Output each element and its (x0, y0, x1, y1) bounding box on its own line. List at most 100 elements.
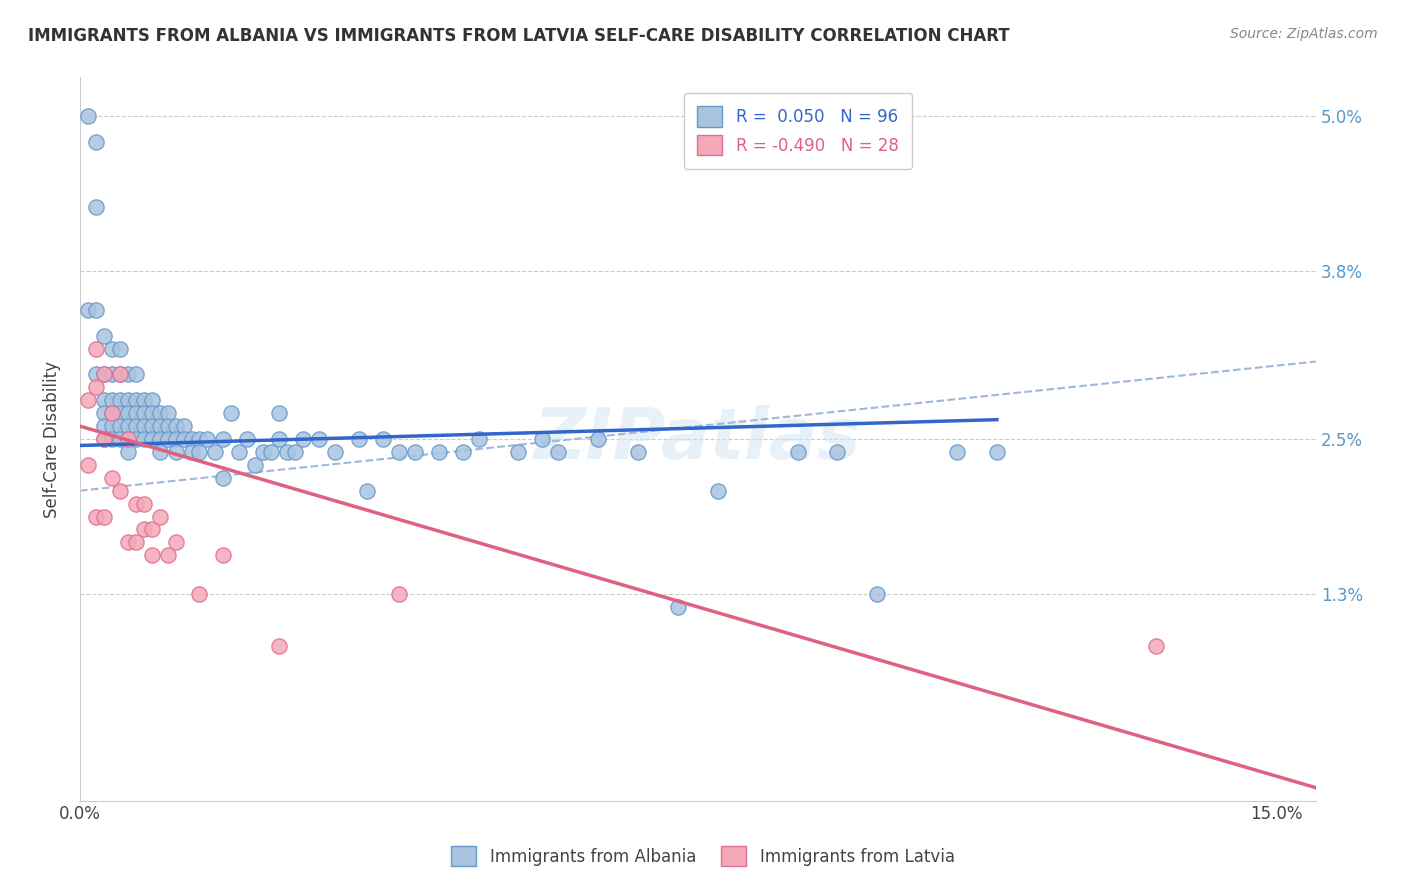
Point (404, 445, 426, 459)
Point (100, 432, 122, 446)
Point (786, 445, 808, 459)
Point (149, 509, 172, 524)
Point (108, 419, 131, 434)
Point (93, 432, 115, 446)
Point (188, 445, 211, 459)
Point (84, 302, 107, 317)
Point (180, 445, 202, 459)
Point (276, 445, 298, 459)
Point (117, 419, 139, 434)
Point (93, 368, 115, 382)
Point (173, 432, 195, 446)
Point (125, 393, 148, 408)
Legend: R =  0.050   N = 96, R = -0.490   N = 28: R = 0.050 N = 96, R = -0.490 N = 28 (685, 93, 912, 169)
Point (156, 432, 179, 446)
Point (132, 393, 155, 408)
Point (117, 406, 139, 420)
Point (117, 393, 139, 408)
Point (93, 432, 115, 446)
Point (269, 406, 291, 420)
Point (165, 419, 187, 434)
Point (93, 393, 115, 408)
Point (93, 419, 115, 434)
Point (108, 342, 131, 356)
Point (84, 200, 107, 214)
Legend: Immigrants from Albania, Immigrants from Latvia: Immigrants from Albania, Immigrants from… (443, 838, 963, 875)
Point (125, 535, 148, 549)
Point (108, 432, 131, 446)
Point (308, 432, 330, 446)
Point (427, 445, 450, 459)
Point (132, 406, 155, 420)
Point (141, 406, 163, 420)
Point (125, 368, 148, 382)
Point (117, 432, 139, 446)
Y-axis label: Self-Care Disability: Self-Care Disability (44, 360, 60, 517)
Point (141, 523, 163, 537)
Point (165, 432, 187, 446)
Point (108, 368, 131, 382)
Point (156, 419, 179, 434)
Point (84, 368, 107, 382)
Point (76, 458, 98, 472)
Point (946, 445, 969, 459)
Point (228, 445, 250, 459)
Point (197, 432, 219, 446)
Point (547, 445, 569, 459)
Point (100, 342, 122, 356)
Point (93, 406, 115, 420)
Point (141, 432, 163, 446)
Point (1144, 639, 1167, 653)
Point (93, 368, 115, 382)
Point (269, 432, 291, 446)
Point (93, 328, 115, 343)
Point (323, 445, 346, 459)
Text: Source: ZipAtlas.com: Source: ZipAtlas.com (1230, 27, 1378, 41)
Point (165, 535, 187, 549)
Point (204, 445, 226, 459)
Point (141, 393, 163, 408)
Point (132, 419, 155, 434)
Point (866, 587, 889, 601)
Point (252, 445, 274, 459)
Point (508, 445, 530, 459)
Point (149, 432, 172, 446)
Text: IMMIGRANTS FROM ALBANIA VS IMMIGRANTS FROM LATVIA SELF-CARE DISABILITY CORRELATI: IMMIGRANTS FROM ALBANIA VS IMMIGRANTS FR… (28, 27, 1010, 45)
Point (93, 509, 115, 524)
Point (76, 109, 98, 123)
Point (666, 599, 689, 614)
Point (125, 497, 148, 511)
Point (117, 535, 139, 549)
Point (467, 432, 489, 446)
Point (100, 393, 122, 408)
Point (132, 523, 155, 537)
Point (100, 406, 122, 420)
Point (125, 406, 148, 420)
Point (269, 639, 291, 653)
Point (125, 432, 148, 446)
Point (108, 393, 131, 408)
Point (388, 587, 411, 601)
Point (84, 509, 107, 524)
Point (117, 445, 139, 459)
Point (132, 497, 155, 511)
Point (117, 368, 139, 382)
Point (108, 406, 131, 420)
Point (76, 302, 98, 317)
Point (100, 368, 122, 382)
Point (388, 445, 411, 459)
Point (188, 587, 211, 601)
Point (149, 419, 172, 434)
Point (212, 471, 235, 485)
Point (100, 406, 122, 420)
Point (125, 419, 148, 434)
Point (827, 445, 849, 459)
Point (173, 419, 195, 434)
Point (292, 432, 315, 446)
Point (117, 432, 139, 446)
Point (371, 432, 394, 446)
Point (212, 548, 235, 562)
Point (108, 483, 131, 498)
Text: ZIPatlas: ZIPatlas (534, 405, 862, 474)
Point (245, 458, 267, 472)
